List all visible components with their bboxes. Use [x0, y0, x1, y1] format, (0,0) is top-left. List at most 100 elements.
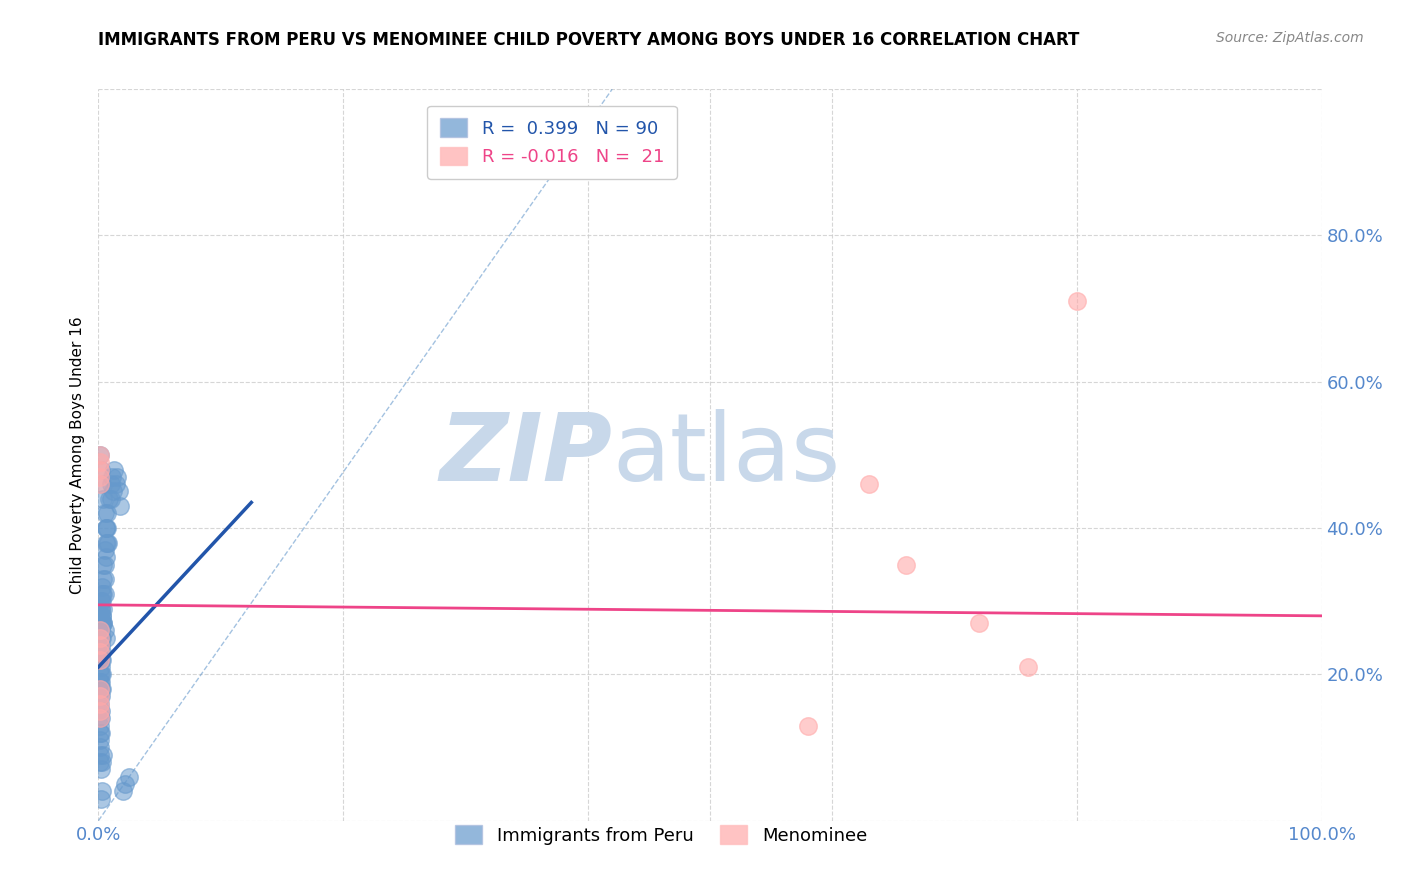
- Point: [100, 491, 122, 506]
- Point: [797, 718, 820, 732]
- Point: [89, 455, 111, 469]
- Point: [94, 631, 117, 645]
- Point: [93, 624, 115, 638]
- Point: [89, 681, 111, 696]
- Point: [90, 791, 112, 805]
- Point: [89, 747, 111, 762]
- Point: [91, 580, 114, 594]
- Point: [104, 477, 127, 491]
- Point: [89, 690, 111, 704]
- Point: [94, 521, 117, 535]
- Point: [91, 572, 114, 586]
- Point: [91, 587, 114, 601]
- Point: [90, 462, 112, 476]
- Text: ZIP: ZIP: [439, 409, 612, 501]
- Point: [90, 704, 112, 718]
- Point: [91, 616, 114, 631]
- Point: [91, 477, 114, 491]
- Point: [91, 587, 114, 601]
- Point: [98, 491, 121, 506]
- Point: [91, 491, 114, 506]
- Point: [89, 448, 111, 462]
- Point: [90, 631, 112, 645]
- Point: [93, 558, 115, 572]
- Point: [101, 470, 124, 484]
- Point: [91, 681, 114, 696]
- Point: [90, 690, 112, 704]
- Point: [89, 448, 111, 462]
- Point: [89, 681, 111, 696]
- Point: [89, 755, 111, 769]
- Point: [89, 653, 111, 667]
- Point: [89, 645, 111, 659]
- Point: [90, 653, 112, 667]
- Point: [89, 638, 111, 652]
- Point: [91, 645, 114, 659]
- Point: [93, 543, 115, 558]
- Point: [87, 616, 110, 631]
- Point: [91, 747, 114, 762]
- Point: [89, 638, 111, 652]
- Point: [894, 558, 917, 572]
- Point: [89, 462, 111, 476]
- Point: [90, 616, 112, 631]
- Text: atlas: atlas: [612, 409, 841, 501]
- Point: [91, 558, 114, 572]
- Point: [93, 572, 115, 586]
- Point: [91, 616, 114, 631]
- Point: [89, 624, 111, 638]
- Point: [89, 631, 111, 645]
- Point: [90, 624, 112, 638]
- Point: [89, 608, 111, 623]
- Point: [108, 484, 131, 499]
- Point: [90, 674, 112, 689]
- Point: [118, 770, 141, 784]
- Point: [89, 718, 111, 732]
- Point: [91, 667, 114, 681]
- Point: [89, 477, 111, 491]
- Point: [91, 608, 114, 623]
- Point: [967, 616, 990, 631]
- Point: [103, 462, 125, 476]
- Point: [114, 777, 136, 791]
- Point: [89, 674, 111, 689]
- Point: [93, 587, 115, 601]
- Point: [91, 653, 114, 667]
- Point: [89, 645, 111, 659]
- Point: [89, 690, 111, 704]
- Point: [89, 711, 111, 725]
- Point: [89, 733, 111, 747]
- Point: [90, 594, 112, 608]
- Point: [90, 638, 112, 652]
- Point: [94, 550, 117, 565]
- Point: [100, 477, 122, 491]
- Point: [91, 784, 114, 798]
- Point: [90, 726, 112, 740]
- Legend: Immigrants from Peru, Menominee: Immigrants from Peru, Menominee: [444, 814, 877, 855]
- Point: [1017, 660, 1039, 674]
- Point: [89, 470, 111, 484]
- Point: [89, 704, 111, 718]
- Point: [89, 711, 111, 725]
- Point: [89, 704, 111, 718]
- Point: [90, 763, 112, 777]
- Point: [90, 601, 112, 615]
- Point: [90, 711, 112, 725]
- Text: Source: ZipAtlas.com: Source: ZipAtlas.com: [1216, 31, 1364, 45]
- Point: [90, 681, 112, 696]
- Text: IMMIGRANTS FROM PERU VS MENOMINEE CHILD POVERTY AMONG BOYS UNDER 16 CORRELATION : IMMIGRANTS FROM PERU VS MENOMINEE CHILD …: [98, 31, 1080, 49]
- Point: [1066, 294, 1088, 309]
- Point: [91, 608, 114, 623]
- Point: [97, 535, 120, 549]
- Y-axis label: Child Poverty Among Boys Under 16: Child Poverty Among Boys Under 16: [70, 316, 86, 594]
- Point: [90, 601, 112, 615]
- Point: [89, 653, 111, 667]
- Point: [96, 507, 118, 521]
- Point: [89, 740, 111, 755]
- Point: [105, 470, 128, 484]
- Point: [90, 660, 112, 674]
- Point: [91, 616, 114, 631]
- Point: [110, 499, 132, 513]
- Point: [858, 477, 880, 491]
- Point: [89, 697, 111, 711]
